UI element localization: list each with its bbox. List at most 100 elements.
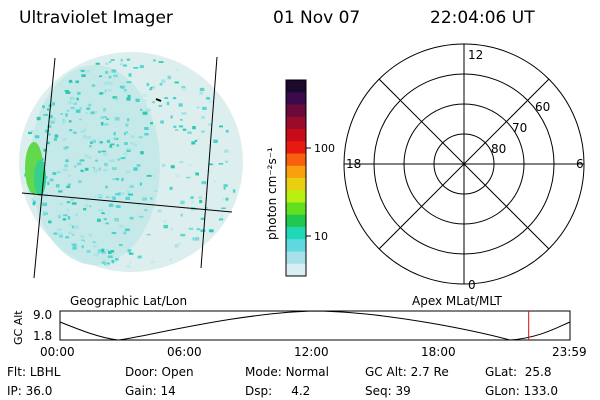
uv-speckle	[73, 102, 77, 105]
uv-speckle	[84, 167, 89, 171]
info-gain-label: Gain:	[125, 384, 157, 398]
alt-tick-1-8: 1.8	[33, 329, 52, 343]
uv-speckle	[97, 250, 101, 254]
uv-speckle	[142, 197, 147, 201]
uv-speckle	[90, 167, 94, 170]
uv-speckle	[110, 59, 115, 61]
uv-speckle	[218, 125, 223, 128]
uv-speckle	[92, 241, 96, 244]
uv-speckle	[120, 154, 125, 158]
uv-speckle	[125, 138, 129, 141]
uv-speckle	[80, 210, 86, 213]
uv-speckle	[43, 212, 46, 216]
image-tick-mark	[155, 98, 162, 102]
uv-speckle	[195, 172, 199, 176]
info-gc-alt-label: GC Alt:	[365, 365, 407, 379]
uv-speckle	[101, 251, 106, 254]
uv-speckle	[152, 101, 155, 104]
uv-speckles	[24, 58, 236, 269]
colorbar-cell	[286, 116, 306, 130]
uv-speckle	[185, 176, 191, 179]
geo-parallel	[21, 192, 233, 213]
uv-speckle	[119, 225, 124, 228]
uv-speckle	[85, 112, 89, 114]
uv-speckle	[120, 155, 126, 160]
uv-speckle	[167, 75, 171, 80]
uv-speckle	[120, 215, 125, 218]
uv-speckle	[79, 201, 83, 205]
uv-speckle	[204, 206, 208, 209]
uv-speckle	[42, 202, 48, 206]
uv-speckle	[101, 150, 106, 153]
uv-speckle	[178, 125, 184, 128]
colorbar-cell	[286, 251, 306, 265]
uv-speckle	[112, 96, 118, 99]
uv-speckle	[119, 244, 123, 247]
uv-speckle	[31, 198, 34, 202]
time-tick-0600: 06:00	[167, 345, 202, 359]
colorbar-frame	[285, 79, 307, 277]
uv-speckle	[172, 97, 177, 100]
mlat-label-80: 80	[491, 142, 506, 156]
uv-speckle	[139, 182, 142, 186]
uv-speckle	[81, 74, 86, 77]
uv-speckle	[206, 97, 210, 100]
uv-speckle	[62, 80, 66, 85]
uv-speckle	[100, 122, 104, 126]
uv-speckle	[150, 197, 153, 200]
uv-speckle	[72, 246, 77, 250]
uv-speckle	[59, 202, 63, 206]
uv-speckle	[188, 164, 192, 166]
uv-speckle	[126, 97, 131, 101]
uv-speckle	[150, 122, 153, 125]
uv-speckle	[190, 196, 194, 199]
uv-speckle	[160, 120, 164, 124]
uv-speckle	[107, 262, 110, 265]
uv-speckle	[124, 228, 130, 232]
uv-speckle	[109, 144, 113, 148]
uv-speckle	[86, 107, 90, 110]
uv-speckle	[91, 84, 96, 87]
colorbar-cell	[286, 129, 306, 142]
uv-speckle	[98, 198, 104, 201]
uv-speckle	[68, 174, 71, 177]
time-tick-1800: 18:00	[421, 345, 456, 359]
uv-speckle	[161, 163, 166, 167]
uv-speckle	[115, 193, 120, 196]
uv-speckle	[83, 128, 87, 131]
uv-speckle	[41, 134, 46, 138]
uv-speckle	[201, 181, 207, 185]
uv-speckle	[113, 137, 118, 140]
uv-speckle	[81, 245, 84, 249]
uv-speckle	[199, 91, 203, 95]
uv-speckle	[126, 266, 132, 269]
uv-speckle	[115, 258, 119, 261]
colorbar-cell	[286, 141, 306, 154]
uv-speckle	[94, 70, 98, 72]
uv-speckle	[43, 114, 47, 116]
uv-speckle	[196, 228, 201, 231]
uv-speckle	[122, 64, 127, 67]
uv-speckle	[103, 218, 107, 221]
uv-speckle	[72, 79, 75, 83]
uv-speckle	[89, 145, 92, 148]
uv-speckle	[170, 115, 173, 119]
uv-speckle	[181, 112, 187, 115]
uv-speckle	[80, 239, 85, 243]
uv-speckle	[108, 203, 114, 207]
uv-speckle	[73, 225, 79, 229]
uv-speckle	[100, 90, 105, 93]
uv-speckle	[104, 116, 107, 119]
uv-speckle	[95, 159, 98, 162]
uv-speckle	[127, 249, 132, 253]
uv-speckle	[146, 174, 152, 177]
info-glon: GLon: 133.0	[485, 384, 558, 398]
colorbar-cell	[286, 178, 306, 191]
uv-speckle	[144, 127, 149, 130]
uv-speckle	[187, 131, 192, 134]
uv-speckle	[208, 99, 214, 104]
uv-speckle	[89, 150, 93, 153]
uv-speckle	[225, 160, 228, 163]
uv-speckle	[127, 148, 132, 151]
